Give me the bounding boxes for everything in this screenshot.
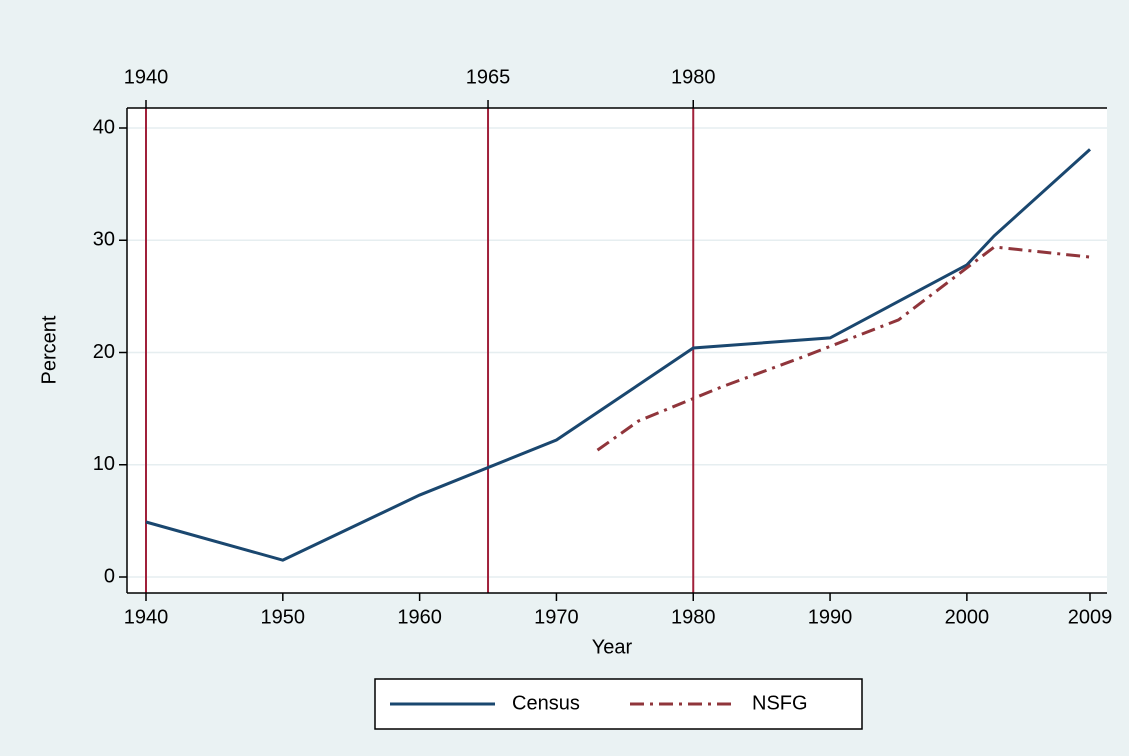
y-tick-label: 10	[93, 453, 115, 475]
plot-area	[127, 108, 1107, 593]
x-axis-title: Year	[592, 636, 633, 658]
top-tick-label: 1965	[466, 66, 511, 88]
legend-label: NSFG	[752, 692, 808, 714]
series-line	[596, 245, 1091, 452]
x-tick-label: 2009	[1068, 606, 1113, 628]
y-axis-title: Percent	[38, 315, 60, 384]
y-tick-label: 30	[93, 229, 115, 251]
top-tick-label: 1980	[671, 66, 716, 88]
x-tick-label: 1980	[671, 606, 716, 628]
x-tick-label: 1950	[261, 606, 306, 628]
legend-label: Census	[512, 692, 580, 714]
x-tick-label: 1990	[808, 606, 853, 628]
y-tick-label: 20	[93, 341, 115, 363]
top-tick-label: 1940	[124, 66, 169, 88]
x-tick-label: 2000	[945, 606, 990, 628]
x-tick-label: 1940	[124, 606, 169, 628]
y-tick-label: 0	[104, 565, 115, 587]
x-tick-label: 1960	[397, 606, 442, 628]
x-tick-label: 1970	[534, 606, 579, 628]
series-line	[145, 148, 1092, 562]
y-tick-label: 40	[93, 116, 115, 138]
